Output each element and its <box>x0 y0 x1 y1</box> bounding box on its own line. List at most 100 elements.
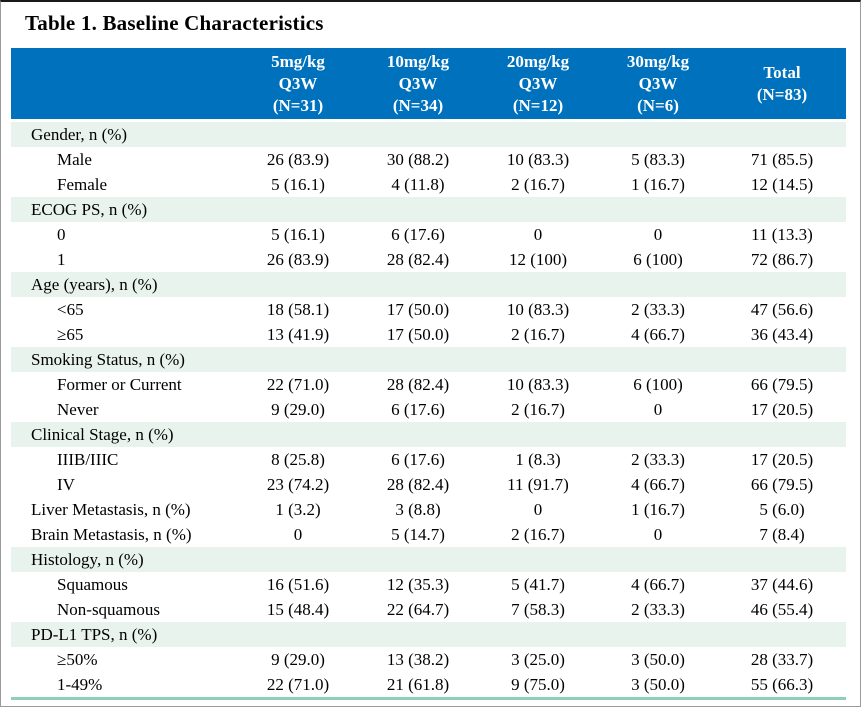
row-value: 10 (83.3) <box>506 299 570 319</box>
row-value: 5 (41.7) <box>511 574 565 594</box>
row-value <box>598 547 718 572</box>
row-value: 0 <box>533 499 543 519</box>
row-value <box>718 547 846 572</box>
table-row: IV 23 (74.2) 28 (82.4) 11 (91.7) 4 (66.7) 66 … <box>11 472 846 497</box>
row-value <box>358 422 478 447</box>
row-value: 4 (66.7) <box>631 574 685 594</box>
table-row: Male 26 (83.9) 30 (88.2) 10 (83.3) 5 (83.3) 7… <box>11 147 846 172</box>
row-value: 6 (17.6) <box>391 399 445 419</box>
row-value <box>718 422 846 447</box>
row-value: 26 (83.9) <box>266 149 330 169</box>
row-value: 5 (6.0) <box>759 499 805 519</box>
table-row: IIIB/IIIC 8 (25.8) 6 (17.6) 1 (8.3) 2 (33.3)… <box>11 447 846 472</box>
row-value <box>478 120 598 147</box>
row-value: 0 <box>653 399 663 419</box>
row-value <box>358 347 478 372</box>
row-value: 55 (66.3) <box>750 674 814 694</box>
column-header-total: Total (N=83) <box>718 48 846 122</box>
row-value: 36 (43.4) <box>750 324 814 344</box>
column-header-line: Q3W <box>398 73 438 93</box>
table-row: <65 18 (58.1) 17 (50.0) 10 (83.3) 2 (33.3) 47… <box>11 297 846 322</box>
row-value: 1 (8.3) <box>515 449 561 469</box>
table-row: 1-49% 22 (71.0) 21 (61.8) 9 (75.0) 3 (50.0) 5… <box>11 672 846 699</box>
row-value: 26 (83.9) <box>266 249 330 269</box>
row-value: 28 (82.4) <box>386 474 450 494</box>
row-value <box>598 197 718 222</box>
row-value <box>238 347 358 372</box>
row-value: 2 (33.3) <box>631 599 685 619</box>
row-value: 12 (100) <box>508 249 568 269</box>
row-value: 3 (8.8) <box>395 499 441 519</box>
row-value: 4 (66.7) <box>631 474 685 494</box>
table-row: 0 5 (16.1) 6 (17.6) 0 0 11 (13.3) <box>11 222 846 247</box>
row-value: 46 (55.4) <box>750 599 814 619</box>
row-value <box>718 347 846 372</box>
row-value: 22 (71.0) <box>266 674 330 694</box>
table-row: Liver Metastasis, n (%) 1 (3.2) 3 (8.8) 0 1 … <box>11 497 846 522</box>
table-row: Gender, n (%) <box>11 120 846 147</box>
row-value: 7 (58.3) <box>511 599 565 619</box>
row-label: Age (years), n (%) <box>11 272 238 297</box>
row-value: 2 (16.7) <box>511 399 565 419</box>
row-label: Smoking Status, n (%) <box>11 347 238 372</box>
row-value: 28 (82.4) <box>386 249 450 269</box>
row-value <box>478 272 598 297</box>
row-label: IIIB/IIIC <box>57 449 119 469</box>
row-value: 4 (11.8) <box>391 174 445 194</box>
row-value <box>478 197 598 222</box>
row-value <box>718 622 846 647</box>
column-header-line: (N=34) <box>392 95 444 115</box>
row-label: ≥65 <box>57 324 84 344</box>
row-label: Former or Current <box>57 374 182 394</box>
row-value: 66 (79.5) <box>750 474 814 494</box>
row-value: 47 (56.6) <box>750 299 814 319</box>
row-value: 1 (16.7) <box>631 499 685 519</box>
row-value <box>598 422 718 447</box>
row-value: 28 (33.7) <box>750 649 814 669</box>
table-row: ≥65 13 (41.9) 17 (50.0) 2 (16.7) 4 (66.7) 36 … <box>11 322 846 347</box>
table-row: Histology, n (%) <box>11 547 846 572</box>
row-value <box>358 197 478 222</box>
column-header-line: Q3W <box>278 73 318 93</box>
row-value: 8 (25.8) <box>271 449 325 469</box>
column-header-line: (N=31) <box>272 95 324 115</box>
column-header-dose-5mgkg: 5mg/kg Q3W (N=31) <box>238 48 358 122</box>
row-value: 17 (20.5) <box>750 399 814 419</box>
row-value: 2 (33.3) <box>631 449 685 469</box>
row-value: 15 (48.4) <box>266 599 330 619</box>
row-label: Squamous <box>57 574 128 594</box>
row-value <box>238 272 358 297</box>
row-value: 9 (75.0) <box>511 674 565 694</box>
column-header-line: (N=83) <box>756 84 808 104</box>
row-value: 37 (44.6) <box>750 574 814 594</box>
table-row: ≥50% 9 (29.0) 13 (38.2) 3 (25.0) 3 (50.0) 28 … <box>11 647 846 672</box>
row-value: 10 (83.3) <box>506 149 570 169</box>
row-value <box>598 622 718 647</box>
column-header-line: Total <box>763 62 801 82</box>
row-value <box>358 120 478 147</box>
column-header-line: 20mg/kg <box>506 51 570 71</box>
row-value: 4 (66.7) <box>631 324 685 344</box>
row-value: 12 (35.3) <box>386 574 450 594</box>
table-row: Age (years), n (%) <box>11 272 846 297</box>
row-value: 1 (16.7) <box>631 174 685 194</box>
row-value: 0 <box>293 524 303 544</box>
row-label: IV <box>57 474 75 494</box>
table-row: PD-L1 TPS, n (%) <box>11 622 846 647</box>
table-row: Clinical Stage, n (%) <box>11 422 846 447</box>
row-label: PD-L1 TPS, n (%) <box>11 622 238 647</box>
table-title: Table 1. Baseline Characteristics <box>25 11 324 35</box>
row-value: 6 (100) <box>633 374 683 394</box>
row-value: 17 (20.5) <box>750 449 814 469</box>
row-value: 16 (51.6) <box>266 574 330 594</box>
table-row: Smoking Status, n (%) <box>11 347 846 372</box>
row-label: Liver Metastasis, n (%) <box>31 499 191 519</box>
row-value <box>358 547 478 572</box>
row-label: Male <box>57 149 92 169</box>
row-value <box>478 622 598 647</box>
row-value: 3 (25.0) <box>511 649 565 669</box>
row-value <box>718 197 846 222</box>
row-value: 2 (16.7) <box>511 524 565 544</box>
row-label: 1 <box>57 249 66 269</box>
